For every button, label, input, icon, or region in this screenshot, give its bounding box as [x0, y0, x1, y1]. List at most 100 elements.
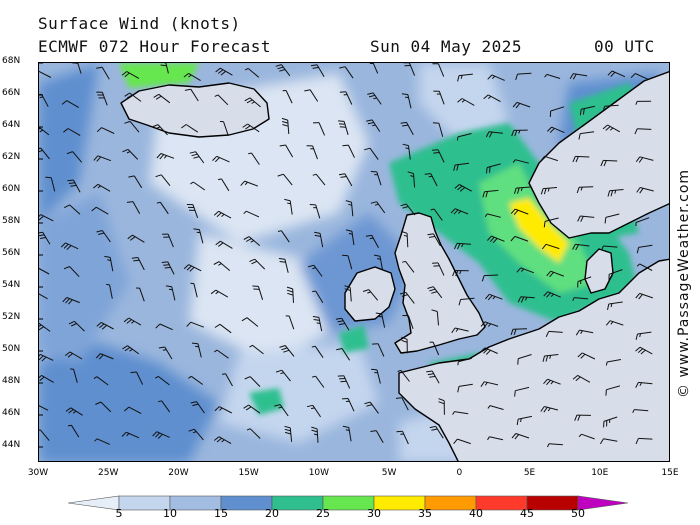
wind-barb-feather	[124, 72, 130, 78]
wind-barb-feather	[399, 291, 406, 295]
wind-barb-feather	[280, 372, 284, 375]
wind-barb-feather	[431, 291, 438, 294]
wind-barb-staff	[545, 243, 560, 250]
wind-barb-staff	[349, 287, 352, 302]
wind-barb-staff	[351, 202, 354, 217]
wind-barb-staff	[544, 406, 559, 411]
wind-barb-staff	[254, 258, 266, 270]
wind-barb-feather	[95, 401, 102, 405]
wind-barb-staff	[39, 322, 51, 332]
wind-barb-staff	[316, 428, 319, 443]
wind-barb-feather	[395, 397, 402, 399]
wind-barb-feather	[491, 75, 496, 80]
wind-barb-feather	[639, 382, 642, 387]
wind-barb-feather	[313, 433, 318, 436]
wind-barb-feather	[68, 182, 75, 184]
wind-barb-staff	[376, 171, 382, 186]
wind-barb-feather	[427, 286, 434, 289]
wind-barb-feather	[489, 236, 495, 243]
wind-barb-feather	[65, 407, 72, 412]
wind-barb-staff	[343, 375, 351, 389]
wind-barb-feather	[152, 431, 158, 437]
wind-barb-staff	[315, 173, 326, 186]
wind-barb-feather	[186, 321, 192, 327]
wind-barb-feather	[375, 312, 382, 315]
wind-barb-feather	[123, 406, 130, 412]
wind-barb-staff	[190, 321, 204, 328]
wind-barb-staff	[216, 349, 229, 359]
wind-barb-feather	[541, 243, 547, 250]
wind-barb-staff	[457, 133, 472, 138]
wind-barb-feather	[540, 155, 545, 162]
wind-barb-staff	[318, 317, 323, 332]
wind-barb-staff	[603, 245, 618, 248]
lat-label: 48N	[2, 376, 21, 386]
wind-barb-feather	[432, 149, 439, 151]
wind-barb-staff	[218, 436, 232, 445]
wind-barb-staff	[609, 189, 624, 192]
wind-barb-staff	[638, 381, 653, 385]
wind-barb-feather	[287, 292, 294, 296]
wind-barb-feather	[244, 376, 251, 380]
wind-barb-feather	[153, 93, 160, 98]
wind-barb-feather	[191, 153, 198, 157]
iceland	[120, 82, 270, 138]
wind-barb-staff	[97, 183, 111, 192]
wind-barb-feather	[455, 328, 459, 332]
wind-barb-staff	[606, 385, 621, 391]
wind-barb-feather	[155, 95, 162, 100]
wind-barb-feather	[122, 345, 128, 350]
wind-barb-staff	[39, 126, 50, 136]
wind-barb-feather	[510, 329, 514, 336]
wind-barb-feather	[402, 143, 409, 147]
wind-barb-staff	[580, 215, 595, 218]
wind-barb-staff	[454, 327, 469, 332]
wind-barb-feather	[601, 245, 604, 250]
wind-barb-feather	[281, 117, 288, 121]
wind-barb-staff	[198, 229, 204, 244]
wind-barb-feather	[45, 176, 52, 179]
lon-label: 30W	[27, 468, 49, 478]
wind-barb-staff	[436, 311, 439, 326]
wind-barb-staff	[341, 348, 351, 361]
wind-barb-feather	[605, 361, 608, 366]
wind-barb-feather	[277, 173, 284, 177]
wind-barb-feather	[401, 336, 408, 340]
wind-barb-feather	[492, 238, 498, 244]
wind-barb-staff	[484, 321, 499, 327]
wind-barb-feather	[457, 386, 460, 393]
wind-barb-feather	[516, 267, 522, 273]
wind-barb-feather	[60, 242, 66, 248]
wind-barb-feather	[424, 173, 431, 175]
wind-barb-feather	[221, 213, 225, 217]
lat-label: 50N	[2, 344, 21, 354]
wind-barb-staff	[580, 131, 595, 135]
wind-barb-feather	[275, 64, 282, 67]
wind-barb-staff	[454, 411, 469, 415]
wind-barb-feather	[610, 303, 613, 308]
wind-barb-feather	[480, 381, 485, 387]
wind-map[interactable]	[38, 62, 670, 462]
wind-barb-feather	[514, 130, 518, 137]
wind-barb-staff	[514, 235, 529, 242]
wind-barb-feather	[517, 296, 522, 303]
wind-barb-feather	[155, 432, 160, 438]
wind-barb-feather	[243, 236, 250, 240]
wind-barb-feather	[193, 228, 200, 231]
wind-barb-feather	[67, 353, 74, 358]
wind-barb-feather	[638, 294, 643, 300]
wind-barb-staff	[77, 63, 82, 74]
wind-barb-staff	[573, 73, 588, 77]
wind-barb-staff	[159, 323, 173, 331]
wind-barb-staff	[344, 66, 354, 79]
wind-barb-staff	[520, 267, 535, 274]
wind-barb-feather	[39, 147, 41, 150]
wind-barb-feather	[66, 151, 73, 155]
wind-barb-feather	[97, 185, 101, 189]
wind-barb-feather	[453, 164, 456, 171]
wind-barb-staff	[347, 144, 355, 158]
wind-barb-feather	[401, 294, 408, 297]
wind-barb-feather	[339, 126, 346, 128]
wind-barb-feather	[547, 187, 550, 192]
wind-barb-feather	[241, 317, 248, 322]
